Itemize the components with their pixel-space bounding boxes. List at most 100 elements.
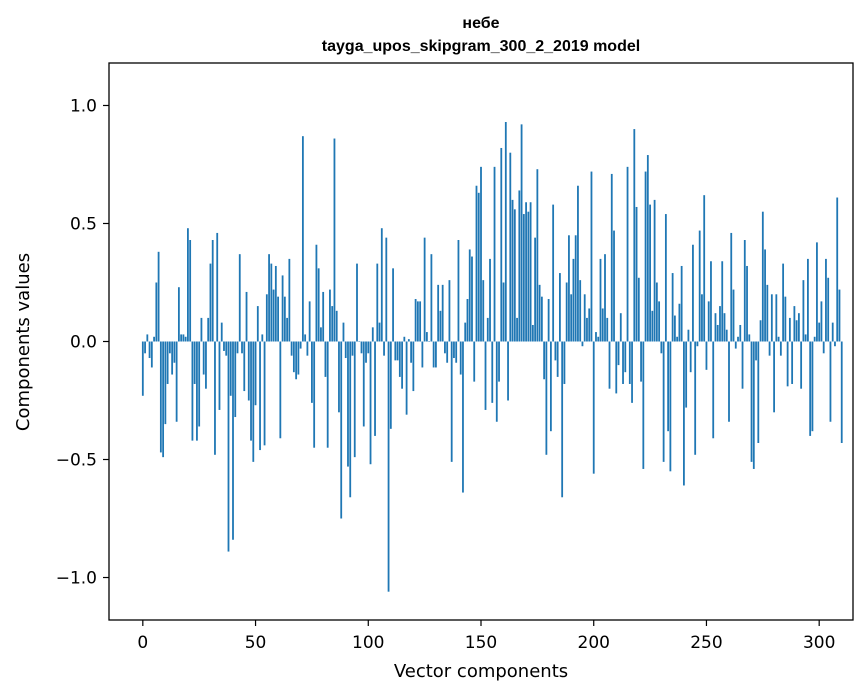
bar-53 [261, 334, 264, 342]
bar-310 [840, 341, 843, 443]
bar-62 [281, 275, 284, 342]
bar-222 [642, 341, 645, 469]
bar-23 [193, 341, 196, 384]
bar-202 [597, 336, 600, 342]
bar-14 [173, 341, 176, 363]
bar-280 [773, 341, 775, 413]
bar-5 [153, 336, 155, 342]
bar-49 [252, 341, 255, 462]
bar-192 [574, 235, 577, 342]
bar-117 [405, 341, 408, 415]
bar-6 [155, 282, 158, 342]
bar-233 [667, 341, 670, 432]
bar-147 [473, 341, 476, 382]
bar-234 [669, 341, 672, 472]
bar-274 [759, 320, 762, 342]
bar-130 [435, 341, 437, 368]
bar-205 [604, 254, 606, 342]
bar-168 [520, 124, 523, 342]
bar-232 [664, 214, 667, 342]
bar-296 [809, 341, 812, 436]
x-tick-label: 150 [465, 633, 497, 653]
bar-149 [477, 192, 480, 342]
bar-92 [349, 341, 352, 498]
bar-108 [385, 237, 388, 342]
bar-237 [676, 336, 679, 342]
bar-285 [784, 296, 787, 342]
bar-215 [626, 166, 629, 342]
bar-180 [547, 299, 550, 342]
bar-186 [561, 341, 564, 498]
bar-241 [685, 341, 688, 408]
bar-294 [804, 334, 807, 342]
bar-50 [254, 341, 257, 406]
bar-209 [613, 230, 615, 342]
bar-157 [495, 341, 498, 422]
bar-76 [313, 341, 316, 448]
bar-207 [608, 341, 611, 389]
bar-198 [588, 308, 591, 342]
bar-2 [146, 334, 149, 342]
bar-42 [236, 341, 239, 354]
bar-281 [775, 294, 778, 342]
bar-165 [513, 209, 516, 342]
bar-25 [198, 341, 201, 427]
bar-249 [703, 195, 706, 342]
bar-153 [486, 317, 489, 342]
bar-73 [306, 341, 309, 356]
bar-305 [829, 341, 832, 422]
bar-93 [351, 341, 354, 356]
bar-54 [263, 341, 266, 446]
bar-171 [527, 211, 530, 342]
bar-167 [518, 190, 521, 342]
bar-69 [297, 341, 300, 375]
bar-251 [707, 301, 710, 342]
bar-247 [698, 230, 701, 342]
bar-81 [324, 341, 327, 377]
bar-197 [586, 317, 588, 342]
bar-307 [834, 341, 836, 347]
bar-158 [498, 341, 500, 382]
bar-236 [673, 315, 676, 342]
y-tick-label: 1.0 [70, 96, 97, 116]
y-tick-label: −0.5 [56, 451, 97, 471]
bar-40 [232, 341, 234, 540]
bar-230 [660, 341, 663, 354]
bar-298 [813, 336, 816, 342]
bar-27 [202, 341, 205, 375]
bar-256 [719, 306, 721, 342]
bar-111 [392, 268, 394, 342]
bar-240 [683, 341, 685, 486]
x-axis: 0 50 100 150 200 250 300 [137, 620, 835, 653]
bar-122 [416, 301, 419, 342]
bar-278 [768, 341, 771, 356]
bar-33 [216, 232, 219, 342]
bar-292 [800, 341, 803, 389]
bar-200 [592, 341, 595, 474]
bar-163 [509, 152, 512, 342]
bar-120 [412, 341, 415, 392]
bar-83 [329, 289, 331, 342]
bar-266 [741, 341, 744, 389]
bar-24 [196, 341, 198, 441]
bar-22 [191, 341, 194, 441]
bar-159 [500, 147, 503, 342]
bar-105 [378, 322, 381, 342]
bar-183 [554, 341, 557, 361]
bar-72 [304, 334, 307, 342]
bar-199 [590, 171, 593, 342]
bar-90 [344, 341, 347, 359]
bar-65 [288, 258, 291, 342]
bar-144 [466, 299, 469, 342]
bar-89 [342, 322, 345, 342]
bar-124 [421, 341, 424, 368]
bar-181 [549, 341, 552, 432]
bar-74 [308, 301, 311, 342]
bar-52 [259, 341, 261, 451]
chart-title-line2: tayga_upos_skipgram_300_2_2019 model [322, 38, 640, 55]
bar-221 [640, 341, 642, 382]
bar-190 [570, 294, 573, 342]
bar-272 [755, 341, 757, 361]
x-tick-label: 300 [803, 633, 835, 653]
bar-226 [651, 310, 654, 342]
